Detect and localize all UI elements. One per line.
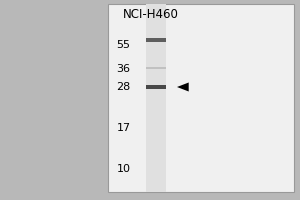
Text: 17: 17 <box>116 123 130 133</box>
Text: 55: 55 <box>116 40 130 50</box>
Bar <box>108 4 294 192</box>
Polygon shape <box>177 83 189 92</box>
Bar <box>146 67 166 69</box>
Text: NCI-H460: NCI-H460 <box>123 8 179 21</box>
Bar <box>146 38 166 42</box>
Text: 36: 36 <box>116 64 130 74</box>
Bar <box>146 85 166 89</box>
Text: 10: 10 <box>116 164 130 174</box>
Text: 28: 28 <box>116 82 130 92</box>
Bar <box>146 4 166 192</box>
